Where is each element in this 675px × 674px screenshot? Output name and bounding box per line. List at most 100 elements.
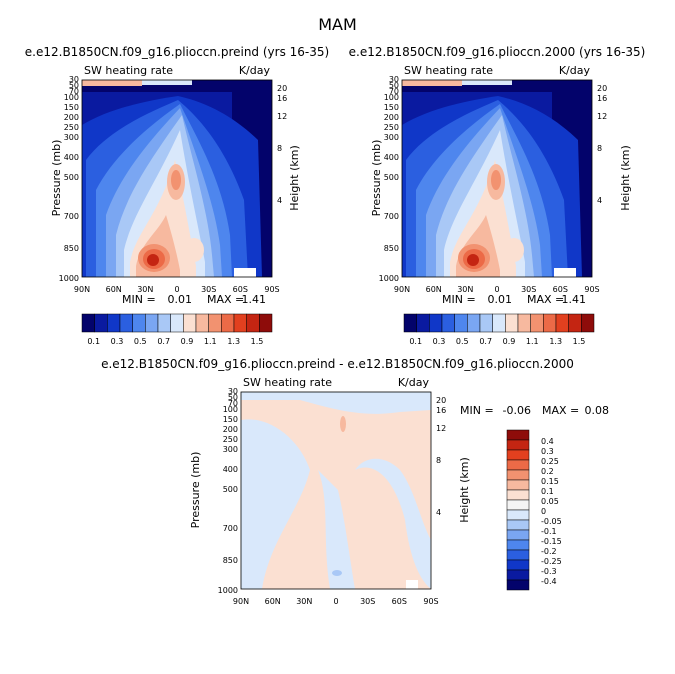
colorbar-swatch xyxy=(581,313,595,333)
xtick: 60N xyxy=(426,285,442,294)
colorbar-swatch xyxy=(132,313,146,333)
panel-c-ylabel-right: Height (km) xyxy=(458,457,471,523)
ytick: 500 xyxy=(384,173,399,182)
panel-b-yticks: 30 50 70 100 150 200 250 300 400 500 700… xyxy=(379,75,399,283)
panel-c-title: e.e12.B1850CN.f09_g16.plioccn.preind - e… xyxy=(101,357,574,371)
colorbar-swatch xyxy=(246,313,260,333)
field-positive-max xyxy=(340,416,346,432)
colorbar-swatch xyxy=(479,313,493,333)
panel-b-colorbar xyxy=(403,313,595,333)
colorbar-label: 0.7 xyxy=(479,337,492,346)
panel-b-frame xyxy=(401,79,593,278)
height-tick: 12 xyxy=(436,424,446,433)
panel-c-height-ticks: 20 16 12 8 4 xyxy=(436,396,446,517)
height-tick: 4 xyxy=(436,508,441,517)
ytick: 30 xyxy=(389,75,399,84)
colorbar-swatch xyxy=(506,459,530,471)
colorbar-swatch xyxy=(517,313,531,333)
ytick: 200 xyxy=(384,113,399,122)
field-stratosphere-light-band xyxy=(462,80,512,85)
panel-a-ylabel-right: Height (km) xyxy=(288,145,301,211)
colorbar-label: 1.1 xyxy=(526,337,539,346)
xtick: 90S xyxy=(584,285,599,294)
colorbar-label: 0.3 xyxy=(111,337,124,346)
panel-difference: e.e12.B1850CN.f09_g16.plioccn.preind - e… xyxy=(101,357,609,606)
min-value: -0.06 xyxy=(503,404,531,417)
height-tick: 4 xyxy=(277,196,282,205)
panel-a-colorbar-labels: 0.1 0.3 0.5 0.7 0.9 1.1 1.3 1.5 xyxy=(87,337,263,346)
height-tick: 8 xyxy=(597,144,602,153)
min-value: 0.01 xyxy=(488,293,513,306)
max-label: MAX = xyxy=(542,404,579,417)
colorbar-swatch xyxy=(259,313,273,333)
panel-c-frame xyxy=(240,391,432,590)
xtick: 90N xyxy=(394,285,410,294)
colorbar-swatch xyxy=(506,479,530,491)
ytick: 250 xyxy=(64,123,79,132)
panel-c-field xyxy=(241,392,431,589)
xtick: 90N xyxy=(74,285,90,294)
ytick: 150 xyxy=(384,103,399,112)
xtick: 30S xyxy=(201,285,216,294)
ytick: 1000 xyxy=(218,586,238,595)
colorbar-swatch xyxy=(107,313,121,333)
panel-a-left-label: SW heating rate xyxy=(84,64,173,77)
colorbar-swatch xyxy=(403,313,417,333)
ytick: 700 xyxy=(64,212,79,221)
panel-a-xticks: 90N 60N 30N 0 30S 60S 90S xyxy=(74,285,280,294)
xtick: 60N xyxy=(106,285,122,294)
colorbar-swatch xyxy=(506,549,530,561)
ytick: 70 xyxy=(389,87,399,96)
field-level-1.4 xyxy=(467,254,479,266)
panel-c-left-label: SW heating rate xyxy=(243,376,332,389)
colorbar-swatch xyxy=(119,313,133,333)
panel-b-left-label: SW heating rate xyxy=(404,64,493,77)
colorbar-swatch xyxy=(568,313,582,333)
panel-b-title: e.e12.B1850CN.f09_g16.plioccn.2000 (yrs … xyxy=(349,45,646,59)
ytick: 700 xyxy=(223,524,238,533)
colorbar-label: 0.15 xyxy=(541,477,559,486)
panel-b-xticks: 90N 60N 30N 0 30S 60S 90S xyxy=(394,285,600,294)
panel-c-ylabel: Pressure (mb) xyxy=(189,452,202,529)
ytick: 250 xyxy=(223,435,238,444)
xtick: 30S xyxy=(521,285,536,294)
ytick: 850 xyxy=(64,244,79,253)
colorbar-swatch xyxy=(183,313,197,333)
colorbar-swatch xyxy=(195,313,209,333)
colorbar-label: -0.1 xyxy=(541,527,557,536)
height-tick: 20 xyxy=(597,84,607,93)
ytick: 70 xyxy=(228,399,238,408)
colorbar-swatch xyxy=(506,509,530,521)
colorbar-label: 0.5 xyxy=(456,337,469,346)
ytick: 150 xyxy=(223,415,238,424)
colorbar-swatch xyxy=(157,313,171,333)
field-secondary-lobe xyxy=(184,238,204,262)
max-value: 0.08 xyxy=(585,404,610,417)
panel-a-colorbar xyxy=(81,313,273,333)
ytick: 500 xyxy=(223,485,238,494)
colorbar-label: 0.1 xyxy=(409,337,422,346)
panel-a-yticks: 30 50 70 100 150 200 250 300 400 500 700… xyxy=(59,75,79,283)
ytick: 400 xyxy=(384,153,399,162)
ytick: 250 xyxy=(384,123,399,132)
max-label: MAX = xyxy=(207,293,244,306)
colorbar-label: 0 xyxy=(541,507,546,516)
panel-a-right-label: K/day xyxy=(239,64,271,77)
panel-c-colorbar xyxy=(506,429,530,591)
ytick: 850 xyxy=(223,556,238,565)
field-stratosphere-warm-band xyxy=(402,80,462,86)
max-value: 1.41 xyxy=(242,293,267,306)
colorbar-swatch xyxy=(233,313,247,333)
colorbar-swatch xyxy=(506,519,530,531)
panel-b-ylabel: Pressure (mb) xyxy=(370,140,383,217)
field-negative-region-north xyxy=(241,419,310,589)
panel-a-ylabel: Pressure (mb) xyxy=(50,140,63,217)
colorbar-swatch xyxy=(506,569,530,581)
ytick: 50 xyxy=(69,81,79,90)
panel-b-colorbar-labels: 0.1 0.3 0.5 0.7 0.9 1.1 1.3 1.5 xyxy=(409,337,585,346)
colorbar-swatch xyxy=(441,313,455,333)
xtick: 90N xyxy=(233,597,249,606)
colorbar-label: 0.1 xyxy=(87,337,100,346)
ytick: 150 xyxy=(64,103,79,112)
panel-c-right-label: K/day xyxy=(398,376,430,389)
